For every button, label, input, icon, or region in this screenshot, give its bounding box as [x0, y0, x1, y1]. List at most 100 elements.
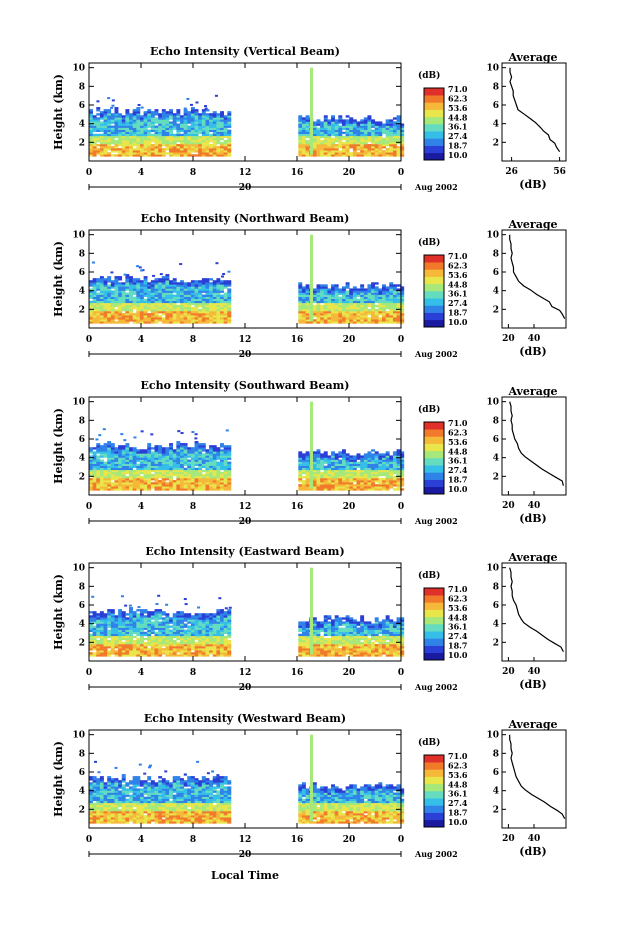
- heatmap-cell: [143, 139, 148, 143]
- y-tick-label: 2: [79, 138, 85, 148]
- heatmap-cell: [92, 313, 97, 316]
- heatmap-cell: [334, 290, 339, 293]
- heatmap-cell: [114, 449, 119, 452]
- heatmap-cell: [209, 319, 214, 322]
- heatmap-cell: [385, 123, 390, 126]
- heatmap-cell: [331, 455, 335, 458]
- heatmap-cell: [298, 486, 303, 489]
- heatmap-cell: [374, 480, 379, 483]
- heatmap-cell: [154, 119, 159, 122]
- heatmap-cell: [220, 321, 224, 324]
- heatmap-cell: [125, 319, 130, 322]
- heatmap-cell: [169, 480, 174, 483]
- heatmap-cell: [198, 633, 203, 637]
- colorbar-tick-label: 36.1: [448, 122, 467, 132]
- heatmap-cell: [152, 274, 156, 277]
- heatmap-cell: [110, 282, 115, 285]
- heatmap-cell: [212, 290, 217, 293]
- heatmap-cell: [194, 433, 198, 436]
- heatmap-cell: [92, 633, 97, 637]
- heatmap-cell: [341, 125, 346, 128]
- avg-y-tick-label: 4: [493, 287, 499, 297]
- heatmap-cell: [389, 482, 394, 485]
- heatmap-cell: [89, 633, 93, 637]
- heatmap-cell: [385, 482, 390, 485]
- heatmap-cell: [150, 133, 155, 137]
- heatmap-cell: [345, 298, 350, 302]
- colorbar-swatch: [424, 479, 444, 488]
- heatmap-cell: [165, 133, 170, 137]
- heatmap-cell: [172, 480, 177, 483]
- heatmap-cell: [150, 447, 155, 450]
- heatmap-cell: [190, 475, 195, 479]
- heatmap-cell: [154, 633, 159, 637]
- heatmap-cell: [331, 154, 335, 157]
- heatmap-cell: [172, 471, 177, 475]
- heatmap-cell: [99, 461, 104, 464]
- heatmap-cell: [158, 641, 163, 645]
- heatmap-cell: [301, 296, 306, 299]
- heatmap-cell: [125, 471, 130, 475]
- colorbar-frame: [423, 87, 445, 161]
- heatmap-cell: [125, 292, 130, 295]
- colorbar-tick-label: 27.4: [448, 465, 468, 475]
- heatmap-cell: [301, 137, 306, 141]
- heatmap-cell: [360, 294, 365, 297]
- heatmap-cell: [136, 154, 141, 157]
- heatmap-cell: [143, 654, 148, 657]
- heatmap-cell: [367, 313, 372, 316]
- heatmap-cell: [298, 461, 303, 464]
- heatmap-cell: [223, 317, 228, 320]
- heatmap-cell: [143, 135, 148, 139]
- heatmap-cell: [360, 465, 365, 469]
- heatmap-cell: [110, 290, 115, 293]
- heatmap-cell: [198, 629, 203, 632]
- heatmap-cell: [139, 139, 144, 143]
- heatmap-cell: [331, 288, 335, 291]
- heatmap-cell: [136, 646, 141, 649]
- heatmap-cell: [389, 484, 394, 487]
- heatmap-cell: [198, 478, 203, 481]
- heatmap-cell: [187, 455, 192, 458]
- heatmap-cell: [147, 637, 152, 641]
- heatmap-cell: [183, 463, 188, 466]
- heatmap-cell: [201, 121, 206, 124]
- heatmap-cell: [147, 443, 152, 446]
- heatmap-cell: [389, 311, 394, 314]
- heatmap-cell: [176, 286, 181, 289]
- heatmap-cell: [216, 278, 221, 281]
- heatmap-cell: [180, 459, 184, 462]
- heatmap-cell: [110, 484, 115, 487]
- heatmap-cell: [150, 459, 155, 462]
- heatmap-cell: [103, 482, 108, 485]
- heatmap-cell: [121, 650, 126, 653]
- heatmap-cell: [385, 144, 390, 147]
- heatmap-cell: [187, 135, 192, 139]
- heatmap-cell: [169, 469, 174, 473]
- heatmap-cell: [132, 113, 137, 116]
- heatmap-cell: [374, 315, 379, 318]
- heatmap-cell: [169, 633, 174, 637]
- heatmap-cell: [125, 111, 130, 114]
- heatmap-cell: [378, 473, 383, 477]
- heatmap-cell: [169, 123, 174, 126]
- heatmap-cell: [385, 486, 390, 489]
- heatmap-cell: [216, 294, 221, 297]
- heatmap-cell: [363, 304, 368, 308]
- heatmap-cell: [338, 150, 343, 153]
- heatmap-cell: [194, 148, 199, 151]
- heatmap-cell: [341, 290, 346, 293]
- heatmap-cell: [349, 304, 354, 308]
- heatmap-cell: [161, 319, 166, 322]
- heatmap-cell: [161, 637, 166, 641]
- heatmap-cell: [209, 451, 214, 454]
- heatmap-cell: [349, 296, 354, 299]
- heatmap-cell: [99, 129, 104, 132]
- heatmap-cell: [92, 129, 97, 132]
- heatmap-cell: [316, 288, 321, 291]
- heatmap-cell: [161, 109, 166, 112]
- heatmap-cell: [334, 459, 339, 462]
- heatmap-cell: [96, 631, 101, 635]
- heatmap-cell: [176, 127, 181, 130]
- heatmap-cell: [309, 154, 314, 157]
